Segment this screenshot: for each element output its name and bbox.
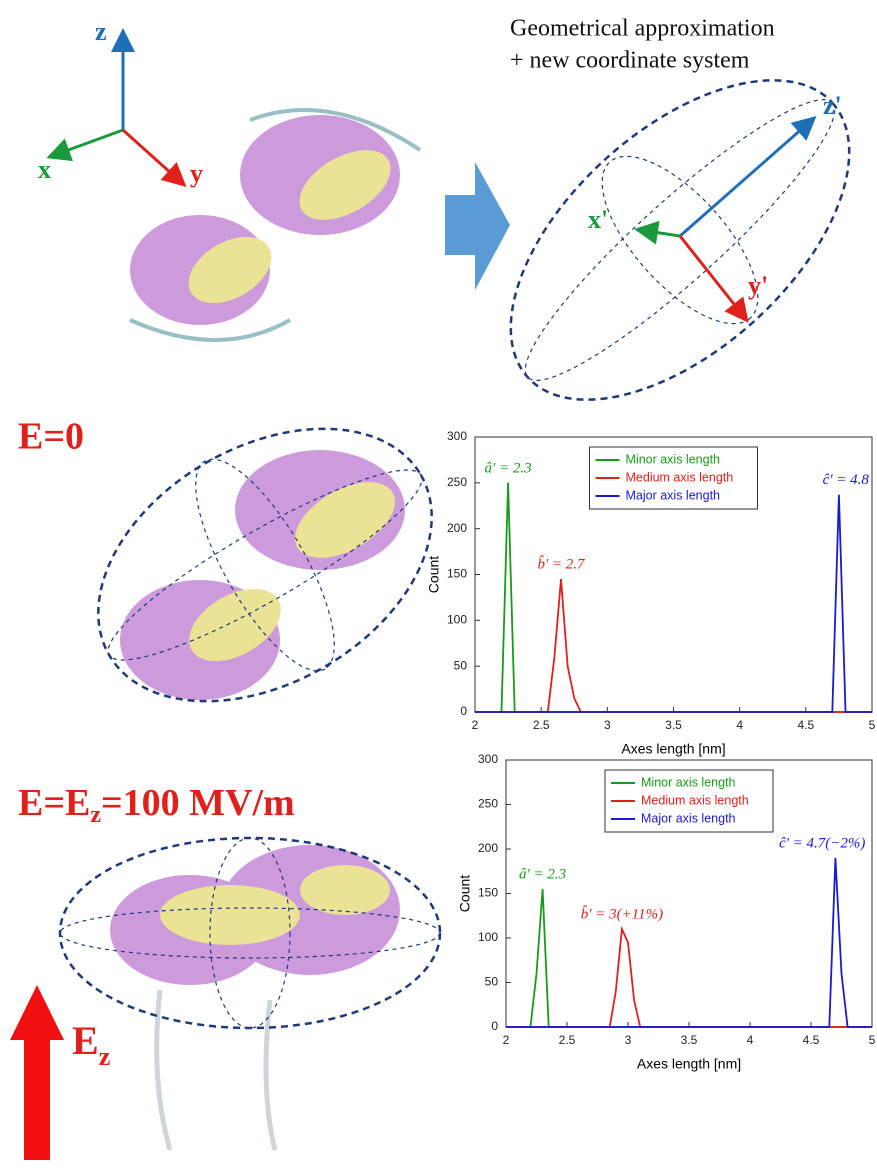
axis-label: x' <box>588 205 608 234</box>
label-part: =100 MV/m <box>101 782 295 824</box>
legend-label: Medium axis length <box>641 793 749 807</box>
peak-annotation: b̂' = 3(+11%) <box>581 906 663 923</box>
label-part: E <box>72 1018 99 1063</box>
title-line: Geometrical approximation <box>510 16 775 42</box>
x-tick-label: 4 <box>736 718 743 732</box>
panel-label: E=0 <box>18 416 84 458</box>
series-line <box>475 579 872 713</box>
peak-annotation: â' = 2.3 <box>519 866 566 882</box>
peak-annotation: ĉ' = 4.7(−2%) <box>779 835 865 851</box>
x-axis-label: Axes length [nm] <box>621 741 725 757</box>
x-tick-label: 4 <box>747 1033 754 1047</box>
x-axis-label: Axes length [nm] <box>637 1056 741 1072</box>
panel-label: E=Ez=100 MV/m <box>18 782 295 828</box>
y-tick-label: 100 <box>447 613 467 627</box>
new-coordinate-axes <box>634 116 817 323</box>
axis-label: y <box>190 159 203 188</box>
x-tick-label: 5 <box>869 1033 876 1047</box>
y-tick-label: 300 <box>478 752 498 766</box>
peak-annotation: b̂' = 2.7 <box>537 556 586 573</box>
peak-annotation: â' = 2.3 <box>485 460 532 476</box>
peak-annotation: ĉ' = 4.8 <box>823 472 870 488</box>
legend-label: Major axis length <box>626 488 721 502</box>
coordinate-axes <box>46 28 187 188</box>
x-tick-label: 3 <box>604 718 611 732</box>
y-tick-label: 300 <box>447 429 467 443</box>
y-tick-label: 200 <box>447 521 467 535</box>
series-line <box>506 925 872 1028</box>
field-arrow <box>10 985 64 1160</box>
legend-label: Major axis length <box>641 811 736 825</box>
x-tick-label: 2 <box>503 1033 510 1047</box>
legend-label: Minor axis length <box>641 775 736 789</box>
x-tick-label: 3.5 <box>681 1033 698 1047</box>
x-tick-label: 2.5 <box>533 718 550 732</box>
series-line <box>475 494 872 713</box>
y-tick-label: 0 <box>460 704 467 718</box>
x-tick-label: 3 <box>625 1033 632 1047</box>
y-tick-label: 250 <box>478 797 498 811</box>
label-part: E=E <box>18 782 90 824</box>
title-line: + new coordinate system <box>510 48 750 74</box>
y-tick-label: 200 <box>478 841 498 855</box>
label-subscript: z <box>90 802 101 828</box>
protein-illustration <box>120 450 405 700</box>
field-label: Ez <box>72 1018 110 1071</box>
ellipsoid <box>97 427 433 703</box>
y-tick-label: 150 <box>478 886 498 900</box>
x-tick-label: 2 <box>472 718 479 732</box>
legend-label: Minor axis length <box>626 452 721 466</box>
legend-label: Medium axis length <box>626 470 734 484</box>
ellipsoid <box>58 836 442 1030</box>
label-subscript: z <box>99 1042 111 1071</box>
y-tick-label: 50 <box>485 975 499 989</box>
axis-label: z <box>95 17 107 46</box>
x-tick-label: 4.5 <box>797 718 814 732</box>
y-axis-label: Count <box>457 875 473 912</box>
y-tick-label: 100 <box>478 930 498 944</box>
y-tick-label: 250 <box>447 475 467 489</box>
x-tick-label: 5 <box>869 718 876 732</box>
series-line <box>506 857 872 1028</box>
x-tick-label: 4.5 <box>803 1033 820 1047</box>
x-tick-label: 2.5 <box>559 1033 576 1047</box>
series-line <box>475 482 872 713</box>
y-tick-label: 150 <box>447 567 467 581</box>
ellipsoid <box>509 79 851 401</box>
protein-illustration <box>110 845 400 1151</box>
axis-label: z' <box>823 91 842 120</box>
y-tick-label: 50 <box>454 658 468 672</box>
y-axis-label: Count <box>426 556 442 593</box>
transform-arrow <box>445 162 510 290</box>
x-tick-label: 3.5 <box>665 718 682 732</box>
axis-label: x <box>38 155 51 184</box>
y-tick-label: 0 <box>491 1019 498 1033</box>
axis-label: y' <box>748 271 768 300</box>
protein-illustration <box>129 108 422 342</box>
series-line <box>506 888 872 1028</box>
